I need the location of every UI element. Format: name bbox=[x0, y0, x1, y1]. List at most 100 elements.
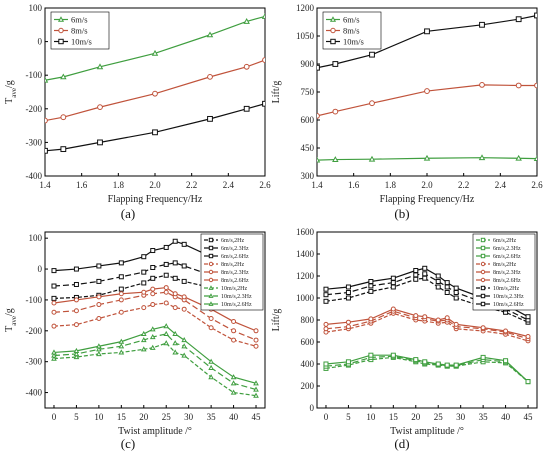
circle-marker bbox=[525, 334, 531, 339]
x-tick-label: 1.8 bbox=[113, 180, 125, 190]
square-marker bbox=[444, 280, 450, 286]
series-line bbox=[53, 286, 257, 332]
triangle-marker bbox=[329, 16, 337, 22]
triangle-marker bbox=[163, 330, 170, 336]
panel-label: (d) bbox=[394, 436, 409, 451]
y-tick-label: 0 bbox=[310, 403, 315, 413]
circle-marker bbox=[172, 305, 178, 311]
y-axis-label-sub: ave bbox=[10, 88, 18, 98]
x-tick-label: 25 bbox=[162, 412, 172, 422]
triangle-marker bbox=[73, 354, 80, 360]
square-marker bbox=[390, 284, 396, 290]
y-tick-label: 1400 bbox=[296, 249, 315, 259]
square-marker bbox=[51, 283, 57, 289]
legend-entry: 6m/s,2Hz bbox=[221, 238, 245, 244]
triangle-marker bbox=[96, 63, 104, 70]
legend-entry: 6m/s,2.6Hz bbox=[493, 254, 521, 260]
x-tick-label: 0 bbox=[52, 412, 57, 422]
square-marker bbox=[208, 237, 214, 243]
data-area bbox=[45, 12, 265, 154]
square-marker bbox=[332, 61, 339, 67]
circle-marker bbox=[150, 286, 156, 292]
x-tick-label: 5 bbox=[74, 412, 79, 422]
x-tick-label: 2.0 bbox=[421, 180, 433, 190]
panel-2: 1.4 1.6 1.8 2.0 2.2 2.4 2.6 300 450 600 750 900 1050… bbox=[271, 3, 543, 221]
circle-marker bbox=[51, 309, 57, 315]
legend-entry: 10m/s,2.6Hz bbox=[493, 302, 524, 308]
circle-marker bbox=[118, 309, 124, 315]
series-7 bbox=[51, 340, 259, 398]
series-1 bbox=[45, 12, 265, 83]
y-tick-label: 100 bbox=[29, 233, 43, 243]
square-marker bbox=[525, 314, 531, 320]
triangle-marker bbox=[96, 346, 102, 352]
x-tick-label: 40 bbox=[229, 412, 239, 422]
panel-4: 0 5 10 15 20 25 30 35 40 45 0 200 400 600 800 1000 1200 1… bbox=[271, 227, 538, 451]
triangle-marker bbox=[533, 155, 537, 162]
series-2 bbox=[317, 82, 537, 119]
y-tick-label: 450 bbox=[301, 143, 315, 153]
square-marker bbox=[60, 146, 67, 153]
x-tick-label: 15 bbox=[117, 412, 127, 422]
x-tick-label: 5 bbox=[346, 412, 351, 422]
x-tick-label: 45 bbox=[252, 412, 262, 422]
legend-entry: 10m/s,2Hz bbox=[493, 286, 520, 292]
series-line bbox=[53, 342, 257, 397]
legend-entry: 6m/s,2.6Hz bbox=[221, 254, 249, 260]
circle-marker bbox=[323, 321, 329, 327]
y-tick-label: 400 bbox=[301, 359, 315, 369]
triangle-marker bbox=[253, 380, 259, 386]
x-tick-label: 20 bbox=[411, 412, 421, 422]
circle-marker bbox=[413, 313, 419, 319]
y-axis-label-sub: ave bbox=[10, 316, 18, 326]
square-marker bbox=[390, 352, 396, 358]
legend-entry: 6m/s bbox=[71, 15, 88, 25]
square-marker bbox=[323, 286, 329, 292]
square-marker bbox=[96, 263, 102, 269]
legend-entry: 10m/s,2.3Hz bbox=[221, 294, 252, 300]
circle-marker bbox=[345, 319, 351, 325]
circle-marker bbox=[73, 322, 79, 328]
y-tick-label: 1050 bbox=[296, 31, 315, 41]
y-tick-label: -100 bbox=[26, 70, 43, 80]
legend-entry: 10m/s,2.3Hz bbox=[493, 294, 524, 300]
panel-3: 0 5 10 15 20 25 30 35 40 45 -400 -300 -200 -100 0 100 Tw… bbox=[4, 231, 266, 451]
circle-marker bbox=[163, 285, 169, 291]
series-line bbox=[45, 59, 265, 122]
series-line bbox=[53, 302, 257, 347]
square-marker bbox=[323, 292, 329, 298]
series-2 bbox=[45, 57, 265, 124]
circle-marker bbox=[163, 300, 169, 306]
plot-frame bbox=[44, 231, 266, 409]
square-marker bbox=[163, 244, 169, 250]
circle-marker bbox=[97, 104, 103, 111]
triangle-marker bbox=[172, 349, 179, 355]
square-marker bbox=[97, 139, 103, 146]
y-tick-label: 900 bbox=[301, 59, 315, 69]
y-tick-label: 600 bbox=[301, 115, 315, 125]
circle-marker bbox=[345, 324, 351, 330]
triangle-marker bbox=[423, 154, 431, 161]
series-line bbox=[53, 325, 257, 384]
circle-marker bbox=[479, 82, 485, 88]
data-area bbox=[51, 238, 259, 398]
triangle-marker bbox=[253, 386, 259, 392]
triangle-marker bbox=[149, 344, 156, 350]
x-tick-label: 35 bbox=[479, 412, 489, 422]
data-area bbox=[317, 12, 537, 163]
square-marker bbox=[413, 276, 419, 282]
circle-marker bbox=[480, 261, 486, 267]
x-tick-label: 1.4 bbox=[39, 180, 51, 190]
y-axis-label: Lift/g bbox=[271, 309, 282, 332]
series-line bbox=[53, 274, 257, 304]
series-6 bbox=[323, 306, 531, 339]
square-marker bbox=[118, 260, 124, 266]
x-axis-label: Twist amplitude /° bbox=[390, 426, 464, 437]
triangle-marker bbox=[45, 76, 49, 83]
square-marker bbox=[118, 286, 124, 292]
square-marker bbox=[413, 272, 419, 278]
square-marker bbox=[208, 245, 214, 251]
square-marker bbox=[479, 21, 485, 28]
circle-marker bbox=[208, 315, 214, 321]
x-tick-label: 2.6 bbox=[531, 180, 543, 190]
